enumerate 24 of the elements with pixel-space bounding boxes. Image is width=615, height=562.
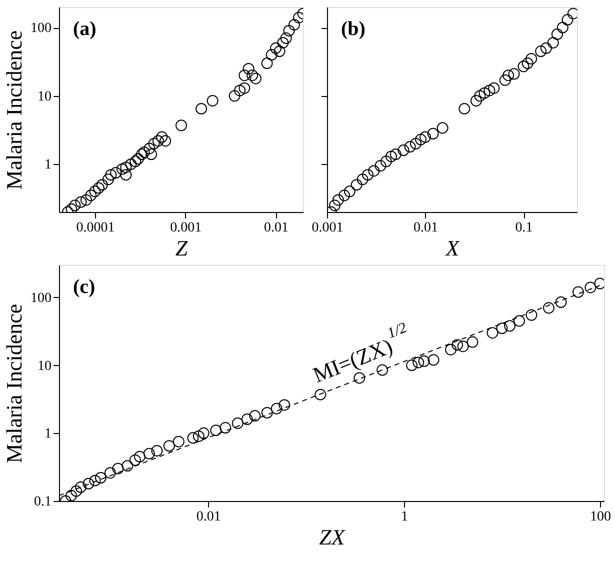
y-axis-title: Malaria Incidence xyxy=(2,304,26,464)
x-tick-label: 0.01 xyxy=(414,220,438,236)
y-tick-label: 10 xyxy=(38,358,52,374)
y-tick-label: 100 xyxy=(30,290,52,306)
x-tick-label: 100 xyxy=(590,510,611,524)
y-tick-label: 1 xyxy=(44,158,52,173)
annotation: (c) xyxy=(73,276,96,298)
x-tick-label: 0.01 xyxy=(264,220,289,236)
x-axis-title: ZX xyxy=(319,524,346,550)
y-tick-label: 1 xyxy=(44,426,52,442)
y-axis-title: Malaria Incidence xyxy=(2,30,26,190)
x-tick-label: 0.001 xyxy=(170,220,202,236)
x-tick-label: 1 xyxy=(401,510,408,524)
x-tick-label: 0.1 xyxy=(515,220,533,236)
annotation: (a) xyxy=(73,18,96,40)
x-tick-label: 0.01 xyxy=(196,510,221,524)
x-axis-title: Z xyxy=(175,236,188,260)
x-axis-title: X xyxy=(444,236,461,260)
x-tick-label: 0.001 xyxy=(312,220,344,236)
y-tick-label: 10 xyxy=(38,89,52,104)
y-tick-label: 100 xyxy=(30,21,52,36)
annotation: (b) xyxy=(341,18,366,40)
y-tick-label: 0.1 xyxy=(34,494,52,510)
x-tick-label: 0.0001 xyxy=(76,220,115,236)
